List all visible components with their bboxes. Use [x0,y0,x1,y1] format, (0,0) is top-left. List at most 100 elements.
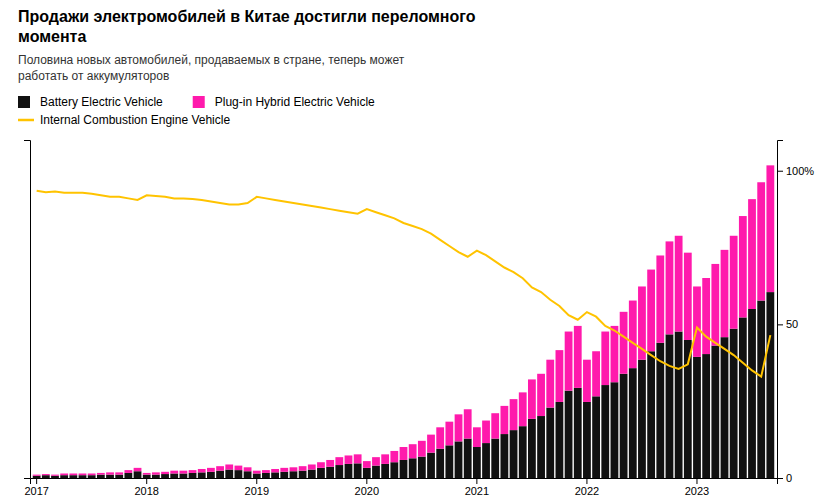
bar [601,385,609,478]
bar [390,462,398,478]
bar [271,472,279,478]
legend-label: Plug-in Hybrid Electric Vehicle [215,95,375,109]
bar [629,301,637,369]
bar [308,470,316,478]
x-axis-line [31,479,778,485]
bar [436,427,444,448]
bar [179,473,187,478]
bar [400,447,408,460]
bar [124,470,132,473]
bar [381,464,389,478]
y2-tick: 0 [777,472,792,484]
bar [711,264,719,346]
title-line: момента [18,28,86,45]
title-line: Продажи электромобилей в Китае достигли … [18,8,476,25]
legend: Battery Electric Vehicle Plug-in Hybrid E… [18,95,375,127]
bar [473,447,481,478]
bar [262,473,270,478]
x-tick-label: 2019 [245,485,269,497]
bar [335,457,343,465]
x-tick: 2018 [134,478,158,497]
bar [198,472,206,478]
bar [363,461,371,468]
bar [345,464,353,478]
bar [299,471,307,478]
bar [519,392,527,426]
bar [620,374,628,478]
bar [656,255,664,342]
bar [253,473,261,478]
bar [225,464,233,469]
bar [647,270,655,352]
bar [207,468,215,472]
bar [161,472,169,474]
bar [79,475,87,478]
bar [244,467,252,471]
bar [152,475,160,478]
bar [143,473,151,475]
bar [189,470,197,473]
y2-tick-mark [777,324,783,325]
bar [500,406,508,434]
bar [97,475,105,478]
bar [216,466,224,471]
bar [739,317,747,478]
bar [170,473,178,478]
y2-axis-line [778,141,784,479]
bar [574,388,582,478]
bar [299,466,307,471]
bar [207,472,215,478]
x-tick: 2017 [24,478,48,497]
bar [565,391,573,478]
bar [354,463,362,478]
bar [88,475,96,478]
bar [216,471,224,478]
bar [510,399,518,430]
y2-tick-label: 0 [786,472,792,484]
bar [766,292,774,478]
bar [500,434,508,478]
bar [739,216,747,317]
legend-label: Battery Electric Vehicle [40,95,163,109]
bar [372,466,380,478]
bar [88,473,96,475]
x-axis: 2017201820192020202120222023 [24,478,777,497]
bar [409,458,417,478]
x-tick: 2022 [575,478,599,497]
bar [253,471,261,474]
bar [748,309,756,478]
bar [308,464,316,469]
legend-item: Plug-in Hybrid Electric Vehicle [193,95,375,109]
subtitle-line: Половина новых автомобилей, продаваемых … [18,53,405,67]
bar [455,441,463,478]
bar [473,427,481,447]
bar [510,430,518,478]
bar [611,382,619,478]
y2-tick: 50 [777,318,798,330]
bar [427,435,435,453]
bar [79,473,87,475]
bar [235,470,243,478]
bar [491,439,499,478]
bar [491,413,499,438]
bar-series [33,165,774,475]
bar [106,475,114,478]
y2-tick-label: 50 [786,318,798,330]
bar [317,468,325,478]
bar [757,182,765,300]
bar [235,466,243,471]
subtitle-line: работать от аккумуляторов [18,69,169,83]
x-tick-label: 2021 [465,485,489,497]
bar [372,457,380,465]
bar [445,422,453,446]
bar [225,470,233,478]
x-tick-label: 2017 [24,485,48,497]
bar [757,301,765,478]
bar [766,165,774,292]
x-tick: 2021 [465,478,489,497]
y2-tick-label: 100% [786,165,814,177]
bar [528,379,536,418]
bar [106,472,114,474]
y2-tick-mark [777,478,783,479]
bar [556,350,564,402]
